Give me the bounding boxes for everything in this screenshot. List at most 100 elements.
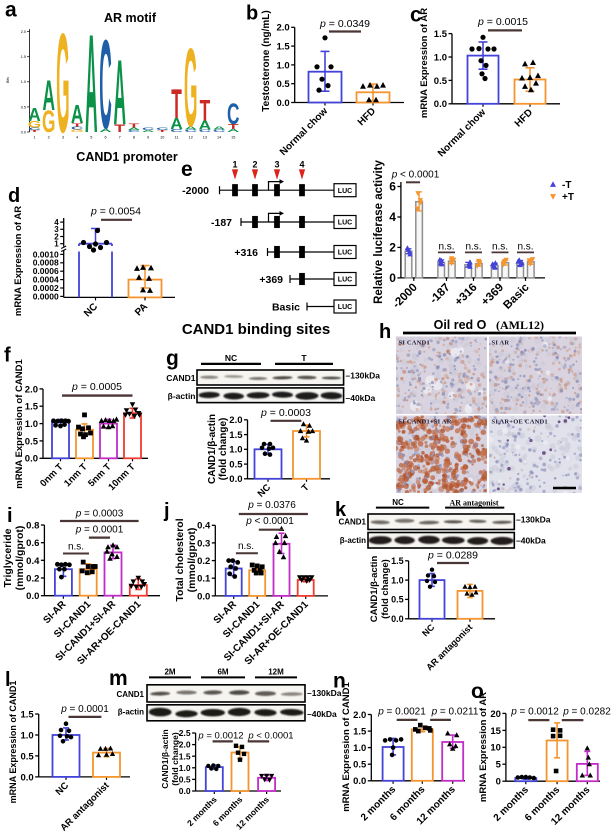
svg-text:0.0002: 0.0002 (33, 283, 59, 293)
svg-text:CAND1/β-actin: CAND1/β-actin (207, 414, 218, 484)
svg-text:SI AR+OE CAND1: SI AR+OE CAND1 (492, 419, 548, 426)
svg-text:0.0: 0.0 (25, 454, 38, 465)
svg-text:8: 8 (133, 136, 135, 140)
svg-text:NC: NC (225, 353, 237, 363)
svg-text:n.s.: n.s. (465, 242, 481, 253)
svg-text:2.0: 2.0 (179, 740, 191, 750)
svg-text:p = 0.0015: p = 0.0015 (477, 16, 528, 28)
svg-text:A: A (213, 126, 226, 131)
svg-text:i: i (7, 505, 13, 527)
svg-text:h: h (379, 321, 391, 343)
svg-text:A: A (142, 129, 155, 132)
svg-text:A: A (184, 125, 196, 131)
svg-text:(fold change): (fold change) (218, 418, 229, 481)
svg-text:T: T (171, 80, 182, 127)
svg-text:mRNA Expression of CAND1: mRNA Expression of CAND1 (341, 682, 352, 812)
svg-text:T: T (228, 123, 239, 131)
svg-text:β-actin: β-actin (118, 708, 144, 717)
svg-text:2: 2 (48, 136, 50, 140)
svg-text:1.0: 1.0 (20, 730, 33, 741)
svg-text:Testosterone (ng/mL): Testosterone (ng/mL) (261, 10, 272, 111)
svg-text:p < 0.0001: p < 0.0001 (247, 730, 293, 741)
svg-text:2.0: 2.0 (229, 415, 242, 426)
svg-text:p < 0.0001: p < 0.0001 (391, 170, 440, 181)
svg-text:o: o (471, 680, 484, 703)
svg-text:C: C (156, 127, 168, 131)
svg-text:+T: +T (562, 192, 574, 203)
svg-text:p = 0.0003: p = 0.0003 (75, 508, 124, 519)
svg-text:0.5: 0.5 (353, 760, 367, 771)
svg-text:2.5: 2.5 (179, 728, 191, 738)
svg-text:k: k (335, 499, 347, 521)
svg-text:LUC: LUC (338, 250, 352, 257)
svg-text:d: d (8, 185, 20, 207)
svg-text:LUC: LUC (338, 277, 352, 284)
svg-text:β-actin: β-actin (340, 536, 366, 545)
svg-text:p = 0.0349: p = 0.0349 (319, 18, 370, 30)
svg-text:12M: 12M (268, 668, 284, 677)
svg-text:T: T (157, 129, 168, 132)
svg-text:NC: NC (392, 498, 404, 507)
svg-text:T: T (114, 123, 125, 135)
svg-text:0.5: 0.5 (21, 105, 26, 109)
svg-text:Bits: Bits (6, 77, 10, 83)
svg-text:15: 15 (490, 726, 501, 737)
svg-text:1: 1 (54, 240, 59, 249)
svg-text:p = 0.0001: p = 0.0001 (75, 525, 124, 536)
svg-text:11: 11 (175, 136, 179, 140)
svg-text:-2000: -2000 (182, 185, 209, 197)
svg-text:0.5: 0.5 (434, 76, 448, 87)
svg-text:0.0: 0.0 (20, 772, 33, 783)
svg-text:3: 3 (274, 160, 279, 170)
svg-text:14: 14 (217, 136, 221, 140)
svg-text:CAND1: CAND1 (338, 518, 366, 527)
svg-text:A: A (42, 71, 54, 119)
svg-text:0.5: 0.5 (391, 595, 404, 605)
svg-text:+369: +369 (259, 274, 283, 286)
svg-text:p = 0.0054: p = 0.0054 (90, 206, 141, 218)
svg-text:2.0: 2.0 (353, 710, 366, 721)
svg-text:1.5: 1.5 (391, 556, 404, 566)
svg-text:CAND1 binding sites: CAND1 binding sites (182, 321, 330, 338)
svg-text:0.3: 0.3 (197, 538, 210, 549)
svg-text:2M: 2M (164, 668, 175, 677)
svg-text:G: G (28, 119, 41, 130)
svg-text:n.s.: n.s. (68, 542, 84, 553)
svg-text:A: A (28, 104, 41, 125)
svg-text:A: A (128, 127, 140, 131)
svg-text:β-actin: β-actin (168, 391, 196, 401)
svg-text:2: 2 (252, 160, 257, 170)
svg-text:0.0: 0.0 (197, 591, 210, 602)
svg-text:Triglyceride: Triglyceride (2, 528, 14, 587)
svg-text:G: G (42, 105, 55, 140)
svg-text:0: 0 (496, 777, 501, 788)
svg-text:CAND1/β-actin: CAND1/β-actin (369, 556, 380, 623)
svg-text:2: 2 (54, 232, 59, 241)
svg-text:(fold change): (fold change) (380, 559, 391, 619)
svg-text:CAND1 promoter: CAND1 promoter (76, 150, 178, 164)
svg-text:0.0: 0.0 (434, 99, 447, 110)
svg-text:p = 0.0282: p = 0.0282 (562, 707, 611, 718)
svg-text:T: T (72, 122, 83, 128)
svg-text:10: 10 (490, 743, 501, 754)
svg-text:Basic: Basic (272, 301, 300, 313)
svg-text:C: C (213, 129, 225, 133)
svg-text:j: j (163, 500, 170, 522)
svg-text:mRNA Expression of AR: mRNA Expression of AR (419, 8, 430, 118)
svg-text:T: T (301, 353, 307, 363)
svg-text:-187: -187 (211, 217, 232, 229)
svg-text:n.s.: n.s. (492, 242, 508, 253)
svg-text:AR antagonist: AR antagonist (449, 499, 498, 508)
svg-text:1.5: 1.5 (229, 430, 243, 441)
svg-text:1.5: 1.5 (276, 42, 290, 53)
svg-text:a: a (5, 0, 17, 22)
svg-text:G: G (184, 25, 197, 149)
svg-text:n.s.: n.s. (238, 541, 254, 552)
svg-text:C: C (142, 127, 154, 131)
svg-text:13: 13 (203, 136, 207, 140)
svg-text:c: c (410, 4, 422, 27)
svg-text:2.0: 2.0 (276, 23, 289, 34)
svg-text:1.0: 1.0 (229, 445, 242, 456)
svg-text:0.0004: 0.0004 (33, 275, 59, 285)
svg-text:6M: 6M (217, 668, 228, 677)
